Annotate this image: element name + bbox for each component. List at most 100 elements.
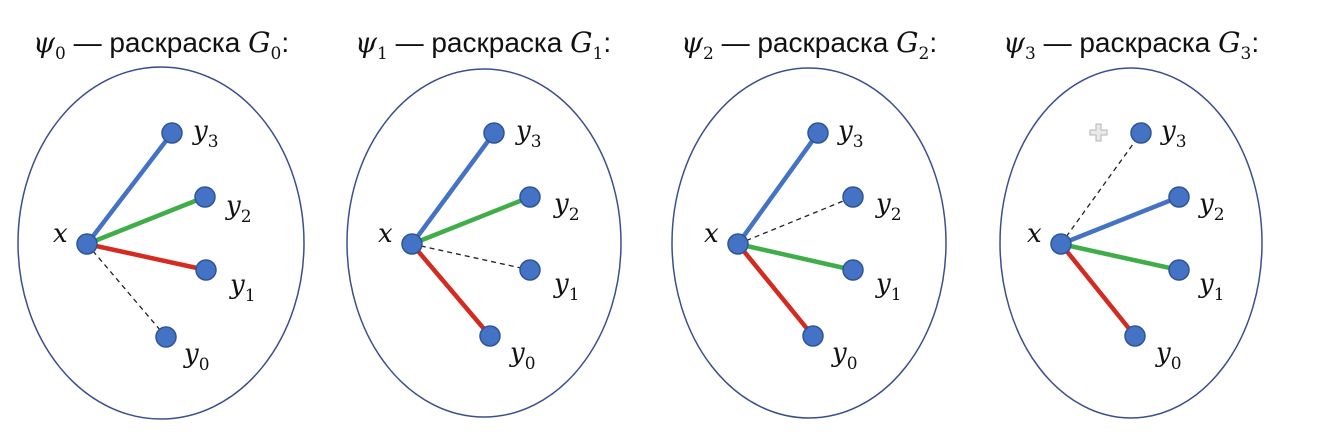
edge-x-y3 [409,130,497,247]
title-dash: — [66,27,110,58]
vertex-y2-label: y2 [553,189,580,225]
graph-subscript: 3 [1241,44,1252,64]
vertex-x [727,233,749,255]
panel-title: ψ1 — раскраска G1: [355,26,611,64]
vertex-name: y [509,338,525,368]
vertex-y3-label: y3 [1160,116,1187,152]
vertex-y2 [1168,186,1190,208]
vertex-name: y [192,116,208,146]
vertex-name: y [1198,269,1214,299]
vertex-y0 [802,325,824,347]
graph-boundary-ellipse [346,68,622,418]
psi-subscript: 1 [377,44,388,64]
vertex-y3 [483,122,505,144]
vertex-y1 [519,259,541,281]
vertex-subscript: 2 [891,205,902,225]
vertex-subscript: 0 [1171,354,1182,374]
vertex-y2 [842,186,864,208]
vertex-name: y [1160,116,1176,146]
graph-subscript: 1 [593,44,604,64]
vertex-y3 [1130,122,1152,144]
graph-boundary-ellipse [999,67,1263,419]
vertex-x [76,233,98,255]
vertex-subscript: 0 [847,354,858,374]
vertex-x [1050,233,1072,255]
title-word: раскраска [109,27,248,58]
title-colon: : [1251,27,1259,58]
vertex-subscript: 1 [245,286,256,306]
vertex-y1-label: y1 [1198,269,1225,305]
panel-title: ψ0 — раскраска G0: [33,26,289,64]
panel-title: ψ2 — раскраска G2: [681,26,937,64]
edge-x-y2 [84,194,208,247]
vertex-y2-label: y2 [875,189,902,225]
psi-subscript: 3 [1025,44,1036,64]
psi-subscript: 2 [703,44,714,64]
edge-x-y0 [1058,241,1138,339]
graph-symbol: G [896,26,918,59]
panel-title: ψ3 — раскраска G3: [1003,26,1259,64]
vertex-name: y [183,339,199,369]
vertex-x-label: x [1027,219,1042,249]
vertex-y1 [842,259,864,281]
vertex-subscript: 3 [853,132,864,152]
vertex-x-label: x [378,219,393,249]
graph-symbol: G [1218,26,1240,59]
vertex-subscript: 1 [569,285,580,305]
vertex-y1 [1168,259,1190,281]
title-colon: : [281,27,289,58]
title-dash: — [1036,27,1080,58]
vertex-subscript: 2 [569,205,580,225]
vertex-y3 [161,122,183,144]
vertex-y0-label: y0 [183,339,210,375]
title-word: раскраска [431,27,570,58]
edge-x-y3 [1060,132,1142,245]
vertex-subscript: 2 [1214,205,1225,225]
vertex-y1-label: y1 [229,270,256,306]
vertex-y2-label: y2 [1198,189,1225,225]
vertex-subscript: 0 [525,354,536,374]
psi-symbol: ψ [1003,26,1026,59]
psi-symbol: ψ [33,26,56,59]
vertex-name: y [1198,189,1214,219]
vertex-y0-label: y0 [1155,338,1182,374]
vertex-y1-label: y1 [875,269,902,305]
edge-x-y0 [86,243,167,338]
vertex-name: y [225,191,241,221]
title-dash: — [388,27,432,58]
edge-x-y1 [1058,241,1182,273]
vertex-subscript: 3 [531,132,542,152]
edge-x-y3 [735,130,821,247]
title-word: раскраска [1079,27,1218,58]
vertex-x-label: x [704,219,719,249]
vertex-x [401,233,423,255]
vertex-y2 [519,186,541,208]
vertex-y2-label: y2 [225,191,252,227]
vertex-y0 [1124,325,1146,347]
vertex-y3-label: y3 [837,116,864,152]
vertex-y3-label: y3 [192,116,219,152]
graph-symbol: G [570,26,592,59]
vertex-name: y [553,189,569,219]
vertex-name: y [1155,338,1171,368]
edge-x-y1 [84,241,209,273]
graph-boundary-ellipse [671,67,947,419]
title-word: раскраска [757,27,896,58]
vertex-y1 [195,259,217,281]
vertex-subscript: 1 [891,285,902,305]
graph-symbol: G [248,26,270,59]
edge-x-y0 [409,241,493,339]
vertex-y3-label: y3 [515,116,542,152]
title-dash: — [714,27,758,58]
psi-symbol: ψ [355,26,378,59]
graph-subscript: 2 [919,44,930,64]
graph-boundary-ellipse [17,66,305,420]
title-colon: : [929,27,937,58]
vertex-x-label: x [53,219,68,249]
edge-x-y1 [735,241,856,273]
vertex-y0-label: y0 [509,338,536,374]
